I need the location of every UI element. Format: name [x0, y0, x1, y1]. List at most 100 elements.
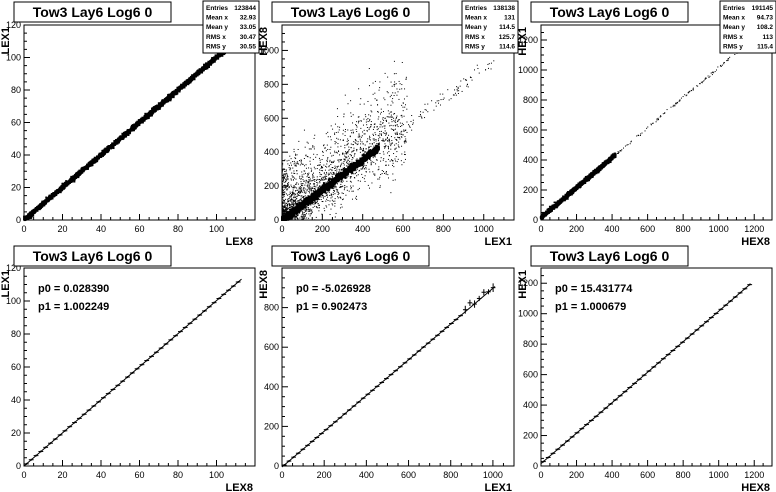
- data-point: [121, 136, 124, 139]
- scatter-points: [23, 38, 237, 222]
- x-tick-label: 400: [355, 224, 370, 234]
- x-tick-label: 0: [21, 224, 26, 234]
- y-tick-label: 1000: [259, 45, 279, 55]
- data-point: [361, 161, 364, 164]
- x-tick-label: 100: [209, 224, 224, 234]
- chart-panel-2: 0 200 400 600 800 100002004006008001000LEX1HE…: [258, 0, 519, 248]
- data-point: [352, 167, 355, 170]
- data-point: [204, 63, 207, 67]
- data-point: [161, 104, 164, 107]
- data-point: [188, 77, 191, 80]
- data-point: [347, 165, 350, 168]
- data-point: [322, 182, 325, 185]
- data-point: [336, 175, 339, 178]
- y-tick-label: 80: [11, 85, 21, 95]
- data-point: [98, 154, 102, 157]
- data-point: [60, 189, 63, 192]
- chart-title: Tow3 Lay6 Log6 0: [13, 1, 172, 23]
- y-tick-label: 200: [264, 181, 279, 191]
- stats-value: 33.05: [240, 24, 257, 31]
- data-point: [122, 134, 125, 137]
- data-point: [180, 85, 183, 88]
- data-point: [161, 99, 164, 102]
- data-point: [73, 177, 76, 180]
- data-point: [296, 204, 299, 207]
- x-tick-label: 40: [96, 224, 106, 234]
- data-point: [169, 98, 172, 101]
- data-point: [198, 69, 201, 72]
- data-point: [131, 127, 134, 131]
- data-point: [336, 177, 339, 180]
- data-point: [153, 110, 156, 113]
- data-point: [119, 137, 122, 141]
- data-point: [311, 200, 314, 203]
- y-tick-label: 600: [264, 113, 279, 123]
- data-point: [105, 149, 108, 152]
- data-point: [128, 131, 132, 134]
- data-point: [78, 169, 81, 172]
- data-point: [50, 192, 53, 196]
- data-point: [137, 121, 140, 124]
- data-point: [134, 124, 138, 128]
- stats-box-frame: [202, 0, 260, 54]
- data-point: [191, 77, 194, 80]
- data-point: [133, 123, 136, 126]
- data-point: [145, 114, 148, 117]
- data-point: [48, 194, 51, 197]
- data-point: [141, 121, 144, 124]
- data-point: [32, 210, 35, 214]
- data-point: [302, 206, 305, 209]
- data-point: [364, 158, 367, 161]
- data-point: [115, 141, 119, 144]
- data-point: [197, 70, 201, 73]
- data-point: [155, 108, 158, 111]
- data-point: [311, 193, 314, 196]
- data-point: [121, 137, 124, 141]
- data-point: [173, 91, 177, 94]
- data-point: [108, 146, 111, 149]
- data-point: [139, 120, 142, 123]
- data-point: [334, 174, 337, 177]
- data-point: [97, 155, 100, 159]
- stats-label: RMS x: [206, 34, 226, 41]
- data-point: [370, 149, 373, 152]
- data-point: [124, 135, 127, 138]
- data-point: [78, 171, 81, 174]
- data-point: [105, 147, 108, 150]
- data-point: [377, 143, 380, 146]
- data-point: [82, 166, 85, 169]
- data-point: [93, 159, 96, 162]
- data-point: [207, 60, 210, 63]
- data-point: [318, 188, 321, 191]
- data-point: [77, 175, 80, 179]
- x-tick-label: 60: [134, 224, 144, 234]
- data-point: [202, 69, 205, 72]
- data-point: [209, 60, 212, 63]
- data-point: [114, 141, 117, 144]
- data-point: [349, 165, 352, 168]
- data-point: [147, 113, 151, 116]
- data-point: [32, 209, 35, 212]
- y-tick-label: 0: [16, 215, 21, 225]
- data-point: [361, 157, 364, 160]
- data-point: [189, 78, 193, 81]
- data-point: [362, 157, 365, 160]
- data-point: [65, 183, 68, 186]
- data-point: [218, 55, 221, 58]
- data-point: [92, 161, 95, 164]
- data-point: [319, 189, 322, 192]
- data-point: [38, 206, 41, 210]
- data-point: [149, 109, 153, 113]
- data-point: [321, 185, 324, 188]
- stats-value: 30.47: [240, 34, 257, 41]
- y-tick-label: 800: [264, 79, 279, 89]
- stats-label: Entries: [206, 5, 228, 12]
- data-point: [164, 97, 168, 100]
- data-point: [63, 186, 66, 189]
- x-tick-label: 200: [315, 224, 330, 234]
- data-point: [171, 91, 174, 94]
- data-point: [207, 63, 211, 66]
- data-point: [86, 164, 89, 167]
- data-point: [84, 166, 87, 169]
- data-point: [143, 119, 146, 122]
